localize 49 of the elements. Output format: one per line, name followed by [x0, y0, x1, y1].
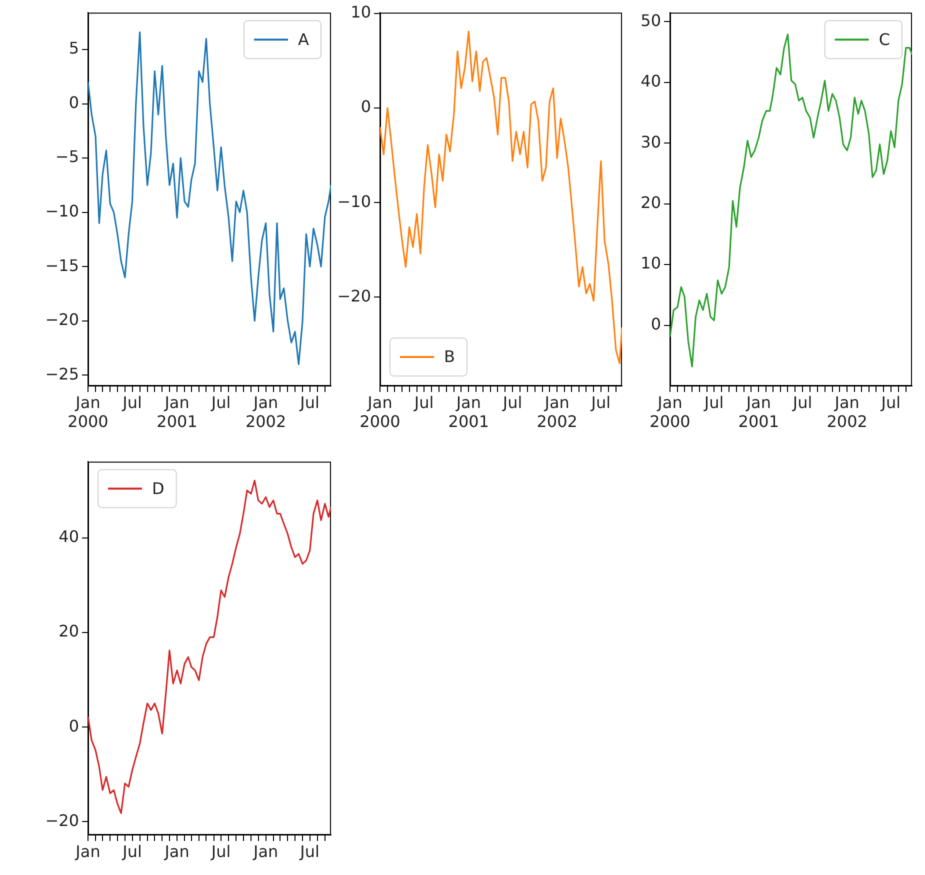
x-tick-label: Jul	[413, 392, 434, 412]
x-tick-label: Jan 2002	[536, 392, 578, 431]
x-tick-label: Jan	[252, 842, 278, 861]
legend-label: B	[444, 347, 455, 366]
x-tick-label: Jan 2000	[650, 392, 690, 431]
y-tick-label: 5	[68, 38, 79, 58]
y-tick-label: 0	[68, 92, 79, 112]
legend-label: C	[878, 30, 890, 49]
x-tick-label: Jan 2001	[448, 392, 490, 431]
y-tick-label: −20	[337, 286, 371, 306]
y-tick-label: 0	[650, 314, 661, 334]
y-tick-label: 20	[58, 622, 79, 641]
y-tick-label: 20	[640, 193, 661, 212]
y-tick-label: 40	[640, 72, 661, 91]
x-tick-label: Jan 2002	[245, 392, 286, 431]
y-tick-label: 10	[640, 254, 661, 273]
x-tick-label: Jul	[502, 392, 522, 412]
y-tick-label: 0	[68, 716, 79, 736]
y-tick-label: −10	[337, 192, 371, 211]
x-tick-label: Jan 2002	[826, 392, 868, 431]
x-tick-label: Jan 2000	[360, 392, 400, 431]
x-tick-label: Jul	[792, 392, 812, 412]
y-tick-label: 50	[640, 10, 661, 30]
x-tick-label: Jul	[299, 842, 320, 861]
x-tick-label: Jul	[590, 392, 611, 412]
legend-label: D	[152, 478, 164, 498]
y-tick-label: −25	[45, 364, 79, 384]
x-tick-label: Jul	[880, 392, 901, 412]
y-tick-label: −10	[45, 201, 79, 220]
x-tick-label: Jan 2001	[738, 392, 780, 431]
x-tick-label: Jul	[703, 392, 724, 412]
y-tick-label: 40	[58, 526, 79, 546]
y-tick-label: −5	[55, 147, 79, 166]
x-tick-label: Jul	[122, 392, 142, 412]
x-tick-label: Jul	[210, 842, 231, 861]
y-tick-label: 30	[640, 132, 661, 152]
y-tick-label: −20	[45, 310, 79, 330]
x-tick-label: Jan	[74, 842, 100, 861]
legend-label: A	[298, 30, 310, 49]
x-tick-label: Jul	[122, 842, 142, 861]
x-tick-label: Jul	[299, 392, 320, 412]
y-tick-label: 10	[350, 2, 371, 22]
y-tick-label: −20	[45, 810, 79, 830]
y-tick-label: −15	[45, 256, 79, 275]
y-tick-label: 0	[360, 97, 371, 116]
x-tick-label: Jan 2000	[68, 392, 108, 431]
x-tick-label: Jan 2001	[156, 392, 198, 431]
x-tick-label: Jul	[210, 392, 231, 412]
x-tick-label: Jan	[164, 842, 190, 861]
